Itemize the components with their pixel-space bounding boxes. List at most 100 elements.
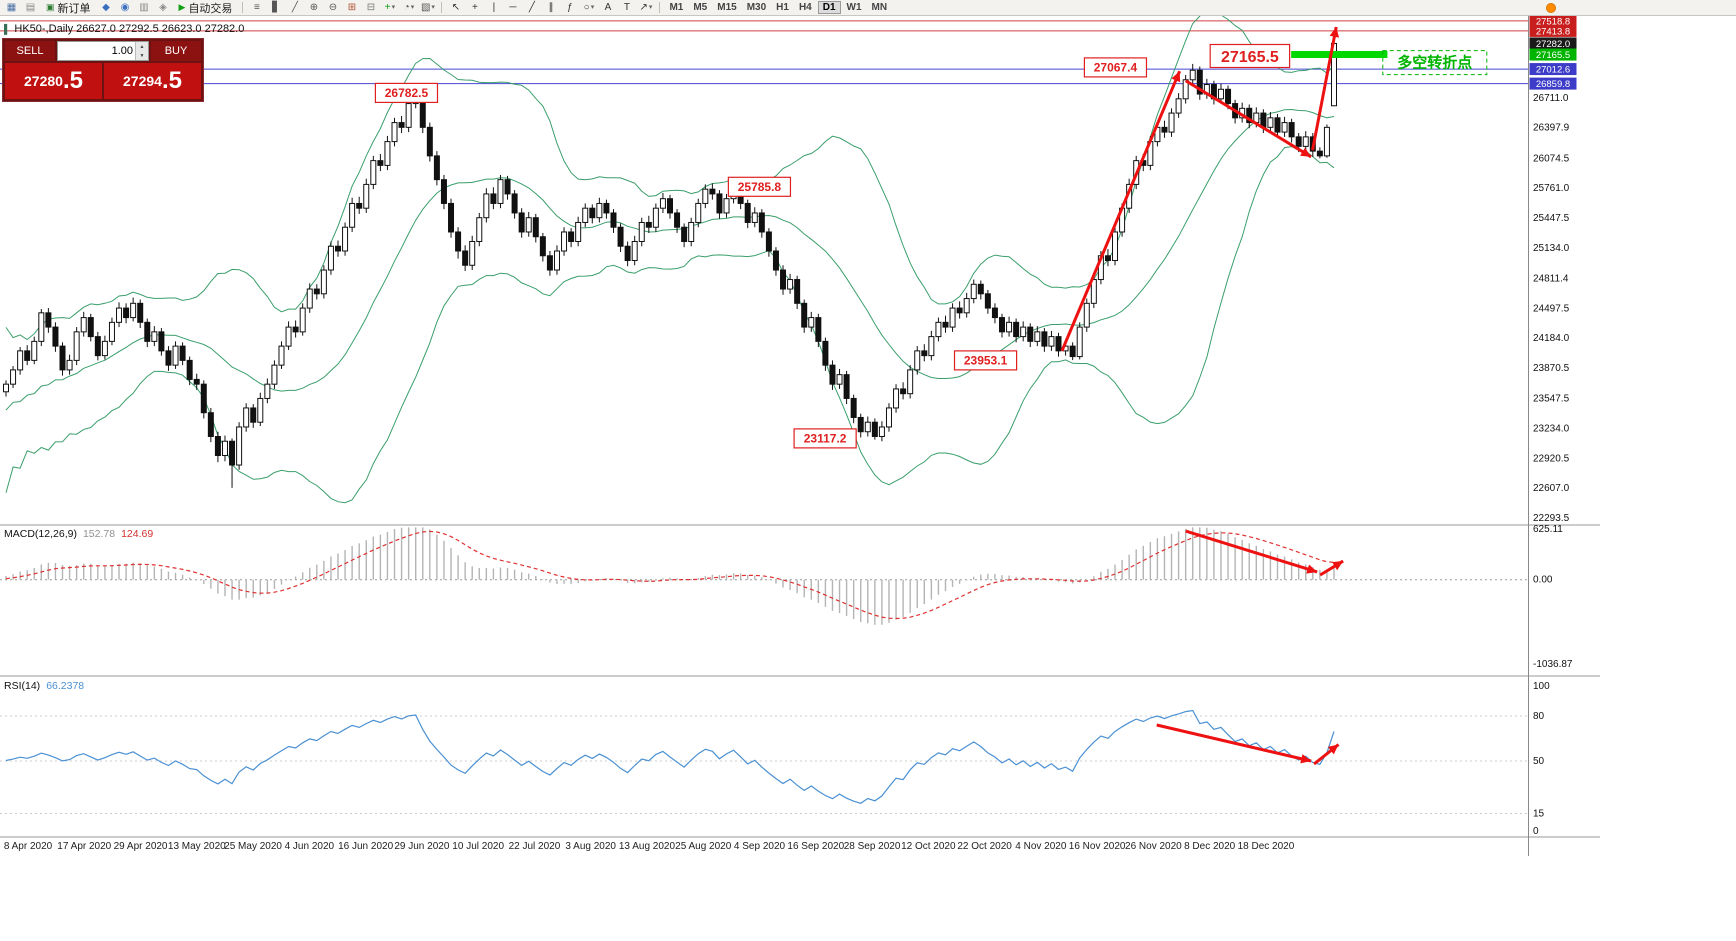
price-annotation-label[interactable]: 26782.5 <box>374 82 439 104</box>
text-icon[interactable]: A <box>604 1 612 13</box>
price-axis-label: 26074.5 <box>1533 153 1570 164</box>
svg-text:27012.6: 27012.6 <box>1536 65 1570 76</box>
new-order-button-icon: ▣ <box>46 2 55 12</box>
caret-icon: ▾ <box>391 4 396 11</box>
auto-arrange-icon[interactable]: ⊟ <box>366 1 376 13</box>
price-annotation-label[interactable]: 23117.2 <box>793 428 857 449</box>
notification-badge[interactable] <box>1546 3 1556 13</box>
timeframe-MN-button[interactable]: MN <box>871 2 888 13</box>
candle-body <box>1323 126 1330 157</box>
timeframe-D1-button[interactable]: D1 <box>817 1 841 14</box>
shapes-icon[interactable]: ○ ▾ <box>583 1 595 13</box>
candle-body <box>490 193 497 204</box>
candle-body <box>928 336 935 357</box>
vertical-line-icon[interactable]: | <box>492 1 496 13</box>
sell-button[interactable]: SELL <box>5 41 55 61</box>
trendline-icon[interactable]: ╱ <box>528 1 535 13</box>
fibonacci-icon[interactable]: ƒ <box>567 1 573 13</box>
arrows-tool-icon[interactable]: ↗ ▾ <box>639 1 653 13</box>
candle-body <box>363 183 370 209</box>
text-label-icon[interactable]: T <box>623 1 630 13</box>
macd-axis-label: -1036.87 <box>1533 659 1573 670</box>
equidistant-channel-icon[interactable]: ∥ <box>548 1 554 13</box>
profiles-icon[interactable]: ▤ <box>25 1 36 13</box>
candle-body <box>702 188 709 204</box>
crosshair-icon[interactable]: + <box>472 1 478 13</box>
candle-body <box>433 155 440 181</box>
candle-body <box>313 288 320 295</box>
trend-arrow[interactable] <box>1311 26 1340 151</box>
trend-arrow[interactable] <box>1184 79 1312 159</box>
cursor-icon[interactable]: ↖ <box>451 1 461 13</box>
candle-body <box>264 383 271 399</box>
volume-down-button[interactable]: ▼ <box>136 51 148 60</box>
market-watch-icon[interactable]: ◆ <box>102 1 110 13</box>
indicators-icon[interactable]: + ▾ <box>384 1 396 13</box>
price-axis-label: 26397.9 <box>1533 123 1570 134</box>
price-annotation-label[interactable]: 27067.4 <box>1083 57 1148 78</box>
bar-chart-type-icon[interactable]: ≡ <box>254 1 260 13</box>
zoom-out-icon[interactable]: ⊖ <box>328 1 338 13</box>
candle-body <box>1006 321 1013 333</box>
rsi-axis-label: 15 <box>1533 809 1545 820</box>
candle-body <box>1267 117 1274 128</box>
rsi-trend-arrow[interactable] <box>1313 743 1340 766</box>
zoom-in-icon[interactable]: ⊕ <box>309 1 319 13</box>
price-annotation-label[interactable]: 27165.5 <box>1209 43 1291 69</box>
turning-point-note[interactable]: 多空转折点 <box>1382 50 1488 76</box>
timeframe-H4-button[interactable]: H4 <box>798 2 812 13</box>
line-chart-type-icon[interactable]: ╱ <box>291 1 298 13</box>
candle-body <box>52 326 59 347</box>
svg-text:27282.0: 27282.0 <box>1536 39 1570 50</box>
macd-axis-label: 0.00 <box>1533 575 1553 586</box>
candle-body <box>405 103 412 128</box>
candle-body <box>221 440 228 457</box>
buy-price-button[interactable]: 27294 .5 <box>104 63 201 99</box>
candle-body <box>335 245 341 252</box>
macd-trend-arrow[interactable] <box>1319 559 1344 577</box>
periods-icon[interactable]: ◔ ▾ <box>403 1 415 13</box>
candle-body <box>200 383 207 414</box>
autotrading-button[interactable]: ▶ 自动交易 <box>174 1 238 15</box>
data-window-icon[interactable]: ◉ <box>120 1 130 13</box>
tile-windows-icon[interactable]: ⊞ <box>347 1 357 13</box>
candlestick-type-icon[interactable]: ▋ <box>272 1 280 13</box>
macd-name: MACD(12,26,9) <box>4 528 77 540</box>
candle-body <box>850 397 857 418</box>
candle-body <box>596 202 603 219</box>
timeframe-H1-button[interactable]: H1 <box>776 2 789 13</box>
svg-text:27165.5: 27165.5 <box>1221 49 1279 66</box>
volume-input[interactable] <box>58 45 135 57</box>
candle-body <box>836 374 843 385</box>
new-order-button[interactable]: ▣ 新订单 <box>41 1 96 15</box>
new-chart-icon[interactable]: ▦ <box>6 1 17 13</box>
candle-body <box>243 407 250 428</box>
price-annotation-label[interactable]: 25785.8 <box>727 176 792 197</box>
macd-trend-arrow[interactable] <box>1185 529 1318 574</box>
navigator-icon[interactable]: ▥ <box>139 1 149 13</box>
toolbar-separator <box>659 2 661 13</box>
candle-body <box>1027 326 1034 342</box>
candle-body <box>193 378 200 385</box>
timeframe-M30-button[interactable]: M30 <box>746 2 767 13</box>
candle-body <box>108 321 115 342</box>
trend-arrow[interactable] <box>1060 70 1181 352</box>
timeframe-M5-button[interactable]: M5 <box>693 2 708 13</box>
candle-body <box>1246 107 1253 124</box>
candle-body <box>448 202 455 233</box>
price-annotation-label[interactable]: 23953.1 <box>953 350 1018 371</box>
volume-box: ▲ ▼ <box>57 41 149 61</box>
rsi-trend-arrow[interactable] <box>1156 723 1312 764</box>
terminal-icon[interactable]: ◈ <box>159 1 167 13</box>
sell-price-button[interactable]: 27280 .5 <box>5 63 102 99</box>
candle-body <box>659 198 666 209</box>
timeframe-W1-button[interactable]: W1 <box>846 2 862 13</box>
horizontal-line-icon[interactable]: ─ <box>509 1 517 13</box>
templates-icon[interactable]: ▧ ▾ <box>420 1 435 13</box>
timeframe-M15-button[interactable]: M15 <box>717 2 737 13</box>
timeframe-M1-button[interactable]: M1 <box>669 2 684 13</box>
buy-button[interactable]: BUY <box>151 41 201 61</box>
candle-body <box>1189 69 1196 81</box>
volume-up-button[interactable]: ▲ <box>136 42 148 51</box>
